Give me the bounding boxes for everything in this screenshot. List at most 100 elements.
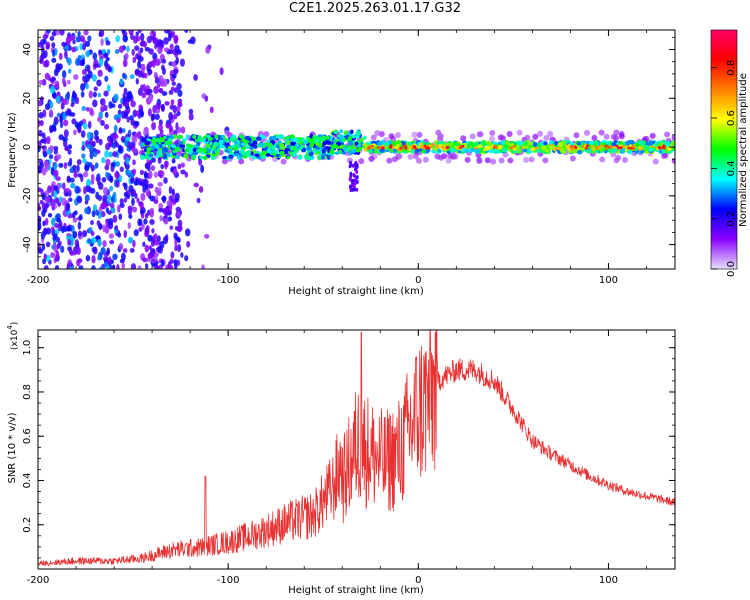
heatmap-cell [109, 239, 115, 245]
snr-y-axis-label: SNR (10 * v/v) [7, 412, 18, 483]
heatmap-cell [115, 180, 120, 188]
heatmap-cell [507, 157, 514, 164]
heatmap-cell [528, 156, 535, 163]
heatmap-cell [176, 111, 181, 117]
heatmap-cell [209, 137, 213, 141]
heatmap-cell [532, 141, 539, 147]
heatmap-cell [537, 142, 542, 147]
heatmap-cell [130, 263, 137, 269]
heatmap-cell [67, 259, 72, 268]
heatmap-cell [265, 153, 271, 157]
heatmap-cell [629, 139, 635, 145]
heatmap-cell [175, 56, 180, 65]
heatmap-cell [153, 252, 159, 258]
spectrogram-y-tick-label: -40 [22, 236, 33, 252]
heatmap-cell [133, 180, 138, 186]
heatmap-cell [92, 99, 98, 108]
heatmap-cell [312, 135, 319, 141]
heatmap-cell [522, 148, 528, 153]
spectrogram-x-ticks: -200 -100 0 100 [27, 30, 647, 286]
heatmap-cell [108, 233, 115, 239]
heatmap-cell [96, 79, 102, 87]
heatmap-cell [474, 148, 481, 154]
heatmap-cell [168, 89, 174, 95]
heatmap-cell [252, 140, 258, 145]
heatmap-cell [81, 58, 86, 66]
heatmap-cell [260, 155, 267, 160]
heatmap-cell [134, 192, 138, 199]
heatmap-cell [247, 137, 252, 142]
heatmap-cell [248, 146, 254, 150]
heatmap-cell [338, 138, 342, 143]
heatmap-cell [298, 137, 303, 141]
heatmap-cell [127, 236, 134, 244]
heatmap-cell [374, 130, 381, 137]
heatmap-cell [605, 146, 609, 150]
heatmap-cell [165, 233, 169, 243]
heatmap-cell [124, 139, 129, 147]
heatmap-cell [92, 150, 98, 158]
heatmap-cell [516, 129, 523, 136]
heatmap-cell [86, 131, 92, 140]
heatmap-cell [449, 141, 454, 147]
heatmap-cell [91, 265, 96, 269]
heatmap-cell [484, 157, 491, 164]
heatmap-cell [66, 176, 72, 183]
heatmap-cell [145, 224, 150, 232]
heatmap-cell [476, 156, 483, 163]
heatmap-cell [142, 241, 146, 247]
heatmap-cell [227, 148, 232, 152]
heatmap-cell [144, 46, 151, 52]
heatmap-cell [97, 254, 102, 261]
heatmap-cell [219, 67, 224, 76]
heatmap-cell [358, 158, 365, 165]
heatmap-cell [489, 135, 496, 142]
heatmap-cell [410, 149, 415, 153]
heatmap-cell [384, 145, 389, 150]
heatmap-cell [77, 30, 81, 37]
heatmap-cell [160, 64, 165, 71]
heatmap-cell [342, 147, 348, 152]
heatmap-cell [333, 144, 339, 149]
heatmap-cell [173, 68, 179, 74]
colorbar-ticks: 0.0 0.2 0.4 0.6 0.8 [711, 60, 737, 277]
heatmap-cell [659, 146, 664, 150]
heatmap-cell [349, 188, 353, 193]
heatmap-cell [121, 262, 126, 269]
heatmap-cell [569, 155, 576, 162]
heatmap-cell [166, 152, 171, 158]
heatmap-cell [297, 156, 303, 160]
heatmap-cell [231, 134, 237, 140]
heatmap-cell [355, 187, 359, 192]
heatmap-cell [180, 162, 185, 168]
heatmap-cell [452, 153, 459, 160]
heatmap-cell [172, 149, 177, 153]
heatmap-cell [536, 148, 541, 153]
heatmap-cell [202, 147, 208, 154]
heatmap-cell [67, 57, 72, 66]
heatmap-cell [109, 185, 114, 192]
heatmap-cell [487, 141, 493, 148]
heatmap-cell [399, 146, 403, 150]
heatmap-cell [158, 87, 164, 94]
heatmap-cell [295, 142, 300, 148]
heatmap-cell [298, 145, 303, 150]
heatmap-cell [72, 230, 78, 239]
heatmap-cell [341, 151, 347, 155]
heatmap-cell [40, 96, 44, 103]
heatmap-cell [56, 95, 61, 104]
heatmap-cell [349, 162, 353, 167]
heatmap-cell [547, 130, 554, 137]
heatmap-cell [174, 155, 180, 160]
heatmap-cell [351, 149, 357, 153]
heatmap-cell [79, 42, 84, 51]
heatmap-cell [38, 100, 42, 107]
heatmap-cell [430, 149, 436, 154]
heatmap-cell [308, 151, 314, 157]
heatmap-cell [155, 265, 160, 269]
heatmap-cell [92, 246, 98, 255]
heatmap-cell [373, 150, 378, 154]
heatmap-cell [339, 129, 344, 134]
heatmap-cell [99, 266, 105, 269]
heatmap-cell [598, 146, 604, 152]
